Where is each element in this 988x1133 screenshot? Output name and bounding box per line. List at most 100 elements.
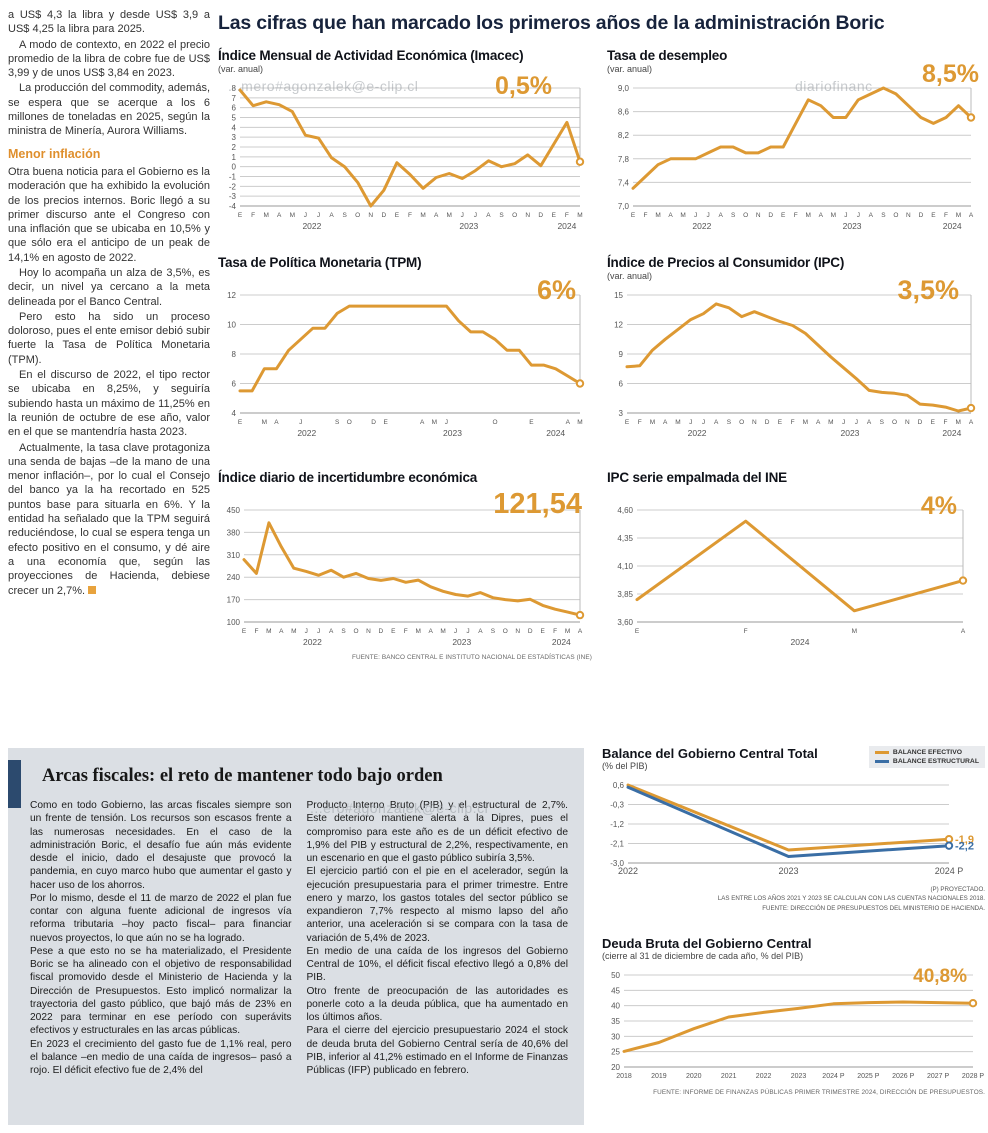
svg-text:45: 45	[611, 986, 620, 995]
svg-text:-0,3: -0,3	[610, 801, 624, 810]
latest-value-ipc: 3,5%	[897, 275, 959, 305]
chart-title-ipc: Índice de Precios al Consumidor (IPC)	[607, 255, 845, 270]
svg-text:E: E	[540, 628, 545, 635]
svg-text:2024 P: 2024 P	[935, 866, 964, 876]
svg-text:E: E	[238, 212, 243, 219]
legend-item-efectivo: BALANCE EFECTIVO	[874, 749, 979, 756]
svg-text:M: M	[432, 419, 437, 426]
svg-text:12: 12	[227, 291, 236, 300]
svg-text:F: F	[644, 212, 648, 219]
svg-text:S: S	[341, 628, 346, 635]
svg-text:-1,2: -1,2	[610, 820, 624, 829]
footnote-projected: (P) PROYECTADO.	[930, 886, 985, 893]
svg-text:F: F	[944, 419, 948, 426]
svg-text:M: M	[291, 628, 296, 635]
svg-text:2024: 2024	[557, 221, 576, 231]
svg-text:J: J	[689, 419, 692, 426]
svg-text:2021: 2021	[721, 1073, 737, 1080]
svg-text:J: J	[454, 628, 457, 635]
chart-card-imacec: Índice Mensual de Actividad Económica (I…	[218, 48, 592, 236]
svg-text:A: A	[279, 628, 284, 635]
source-note-deuda: FUENTE: INFORME DE FINANZAS PÚBLICAS PRI…	[653, 1089, 985, 1096]
svg-text:A: A	[566, 419, 571, 426]
svg-text:M: M	[440, 628, 445, 635]
fiscal-section-title: Arcas fiscales: el reto de mantener todo…	[42, 766, 443, 786]
svg-text:M: M	[262, 419, 267, 426]
svg-text:N: N	[756, 212, 761, 219]
svg-text:J: J	[474, 212, 477, 219]
svg-text:2022: 2022	[692, 221, 711, 231]
svg-text:3,85: 3,85	[617, 590, 633, 599]
svg-text:1: 1	[232, 153, 237, 162]
svg-text:100: 100	[227, 618, 241, 627]
svg-text:J: J	[694, 212, 697, 219]
svg-text:A: A	[486, 212, 491, 219]
footnote-source: FUENTE: DIRECCIÓN DE PRESUPUESTOS DEL MI…	[762, 904, 985, 912]
svg-text:F: F	[408, 212, 412, 219]
svg-text:A: A	[714, 419, 719, 426]
chart-card-tpm: Tasa de Política Monetaria (TPM) 6% 12 10…	[218, 255, 592, 443]
svg-text:7: 7	[232, 94, 237, 103]
svg-text:380: 380	[227, 528, 241, 537]
svg-text:J: J	[461, 212, 464, 219]
latest-value-ipc-empalmada: 4%	[920, 492, 957, 520]
svg-text:A: A	[668, 212, 673, 219]
svg-text:N: N	[906, 212, 911, 219]
svg-text:J: J	[466, 628, 469, 635]
article-paragraph: Otra buena noticia para el Gobierno es l…	[8, 165, 210, 264]
svg-text:2024 P: 2024 P	[822, 1073, 845, 1080]
svg-text:E: E	[631, 212, 636, 219]
svg-text:N: N	[525, 212, 530, 219]
svg-text:O: O	[743, 212, 748, 219]
svg-text:D: D	[379, 628, 384, 635]
svg-text:M: M	[266, 628, 271, 635]
svg-text:E: E	[384, 419, 389, 426]
svg-text:E: E	[778, 419, 783, 426]
legend-label: BALANCE EFECTIVO	[892, 749, 963, 756]
legend-swatch-blue	[874, 760, 889, 763]
svg-text:J: J	[445, 419, 448, 426]
svg-text:J: J	[842, 419, 845, 426]
svg-text:8,6: 8,6	[618, 108, 630, 117]
article-paragraph: La producción del commodity, además, se …	[8, 82, 210, 138]
svg-text:M: M	[565, 628, 570, 635]
svg-text:E: E	[635, 628, 640, 635]
svg-text:D: D	[371, 419, 376, 426]
chart-title-ipc-empalmada: IPC serie empalmada del INE	[607, 470, 787, 485]
svg-text:170: 170	[227, 596, 241, 605]
chart-subtitle: (var. anual)	[607, 64, 653, 74]
svg-text:2022: 2022	[297, 428, 316, 438]
chart-title-imacec: Índice Mensual de Actividad Económica (I…	[218, 48, 524, 63]
latest-value-tpm: 6%	[536, 275, 576, 305]
left-article-column: a US$ 4,3 la libra y desde US$ 3,9 a US$…	[8, 8, 210, 599]
fiscal-column-2: Producto Interno Bruto (PIB) y el estruc…	[306, 800, 569, 1076]
svg-text:E: E	[238, 419, 243, 426]
chart-title-desempleo: Tasa de desempleo	[607, 48, 728, 63]
svg-text:E: E	[781, 212, 786, 219]
page-title: Las cifras que han marcado los primeros …	[218, 12, 885, 34]
svg-text:9,0: 9,0	[618, 84, 630, 93]
svg-text:N: N	[752, 419, 757, 426]
svg-text:N: N	[368, 212, 373, 219]
article-paragraph: Actualmente, la tasa clave protagoniza u…	[8, 441, 210, 598]
chart-card-deuda: Deuda Bruta del Gobierno Central (cierre…	[602, 936, 985, 1096]
incertidumbre-line-chart: 450 380 310 240 170 100 E F M A M J J A S O N D E F M A M J J A S O…	[218, 500, 592, 652]
svg-text:A: A	[434, 212, 439, 219]
svg-text:2023: 2023	[443, 428, 462, 438]
svg-text:2024: 2024	[791, 637, 810, 647]
svg-text:F: F	[404, 628, 408, 635]
svg-text:M: M	[956, 212, 961, 219]
svg-text:5: 5	[232, 114, 237, 123]
svg-text:10: 10	[227, 321, 236, 330]
chart-card-desempleo: Tasa de desempleo (var. anual) 8,5% 9,0 8…	[607, 48, 983, 236]
svg-text:310: 310	[227, 551, 241, 560]
svg-text:D: D	[765, 419, 770, 426]
svg-text:S: S	[881, 212, 886, 219]
svg-text:4,35: 4,35	[617, 534, 633, 543]
chart-title-incertidumbre: Índice diario de incertidumbre económica	[218, 470, 478, 485]
svg-text:N: N	[905, 419, 910, 426]
svg-text:F: F	[638, 419, 642, 426]
tpm-line-chart: 12 10 8 6 4 E M A J S O D E A M J O E A M 2022 2023 2024	[218, 285, 592, 443]
svg-text:J: J	[857, 212, 860, 219]
svg-text:E: E	[391, 628, 396, 635]
